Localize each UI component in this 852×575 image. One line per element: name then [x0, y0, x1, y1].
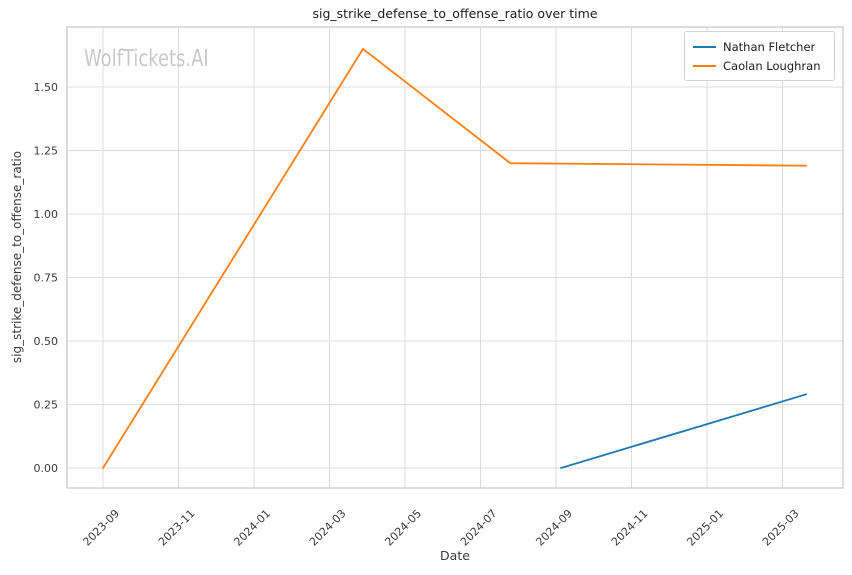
- legend-label: Caolan Loughran: [723, 58, 821, 73]
- y-axis-label: sig_strike_defense_to_offense_ratio: [10, 150, 24, 364]
- x-axis-label: Date: [440, 548, 470, 563]
- legend-line-swatch-orange: [693, 64, 716, 67]
- legend-item-nathan-fletcher: Nathan Fletcher: [693, 37, 826, 56]
- x-tick-label: 2024-05: [382, 507, 424, 549]
- x-tick-label: 2023-11: [156, 507, 198, 549]
- legend: Nathan Fletcher Caolan Loughran: [684, 31, 835, 81]
- x-tick-label: 2024-03: [307, 507, 349, 549]
- x-tick-label: 2025-03: [760, 507, 802, 549]
- legend-label: Nathan Fletcher: [723, 39, 816, 54]
- y-tick-label: 0.50: [34, 335, 59, 348]
- chart-title: sig_strike_defense_to_offense_ratio over…: [312, 6, 598, 21]
- y-tick-label: 1.25: [34, 145, 59, 158]
- legend-line-swatch-blue: [693, 45, 716, 48]
- x-tick-label: 2024-07: [458, 507, 500, 549]
- x-tick-label: 2024-09: [533, 507, 575, 549]
- x-tick-label: 2023-09: [80, 507, 122, 549]
- series-line-nathan-fletcher: [560, 393, 807, 469]
- legend-item-caolan-loughran: Caolan Loughran: [693, 56, 826, 75]
- series-line-caolan-loughran: [102, 48, 807, 469]
- watermark: WolfTickets.AI: [84, 46, 209, 72]
- x-tick-label: 2025-01: [684, 507, 726, 549]
- x-tick-label: 2024-11: [609, 507, 651, 549]
- y-tick-label: 1.00: [34, 208, 59, 221]
- y-tick-label: 1.50: [34, 81, 59, 94]
- y-tick-label: 0.25: [34, 399, 59, 412]
- plot-border: [66, 26, 844, 489]
- x-tick-label: 2024-01: [231, 507, 273, 549]
- y-tick-label: 0.75: [34, 272, 59, 285]
- y-tick-label: 0.00: [34, 462, 59, 475]
